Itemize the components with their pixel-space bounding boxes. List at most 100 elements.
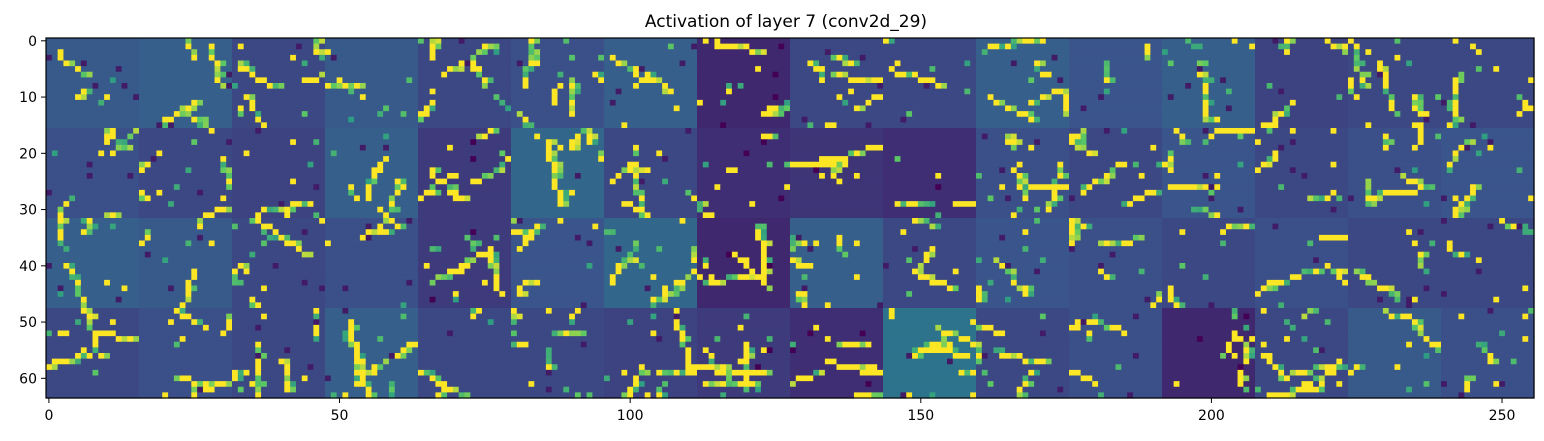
- heatmap-cell: [714, 274, 727, 281]
- heatmap-cell: [604, 369, 623, 377]
- heatmap-cell: [1074, 223, 1082, 230]
- heatmap-cell: [976, 279, 989, 287]
- heatmap-cell: [51, 364, 59, 371]
- heatmap-cell: [1307, 173, 1349, 180]
- heatmap-cell: [499, 94, 512, 101]
- heatmap-cell: [697, 54, 791, 62]
- heatmap-cell: [98, 313, 140, 320]
- heatmap-cell: [1179, 302, 1186, 309]
- heatmap-cell: [1452, 111, 1460, 118]
- heatmap-cell: [1446, 246, 1454, 253]
- heatmap-cell: [92, 71, 140, 78]
- heatmap-cell: [505, 167, 512, 174]
- heatmap-cell: [470, 392, 576, 399]
- heatmap-cell: [976, 105, 1006, 112]
- heatmap-cell: [1388, 308, 1442, 315]
- x-tick-label: 250: [1489, 408, 1516, 424]
- heatmap-cell: [1446, 167, 1454, 174]
- heatmap-cell: [1005, 184, 1018, 191]
- heatmap-cell: [261, 341, 326, 348]
- heatmap-cell: [1348, 268, 1355, 275]
- heatmap-cell: [598, 133, 605, 140]
- heatmap-cell: [278, 206, 285, 213]
- heatmap-cell: [470, 234, 495, 242]
- heatmap-cell: [1441, 324, 1535, 332]
- heatmap-cell: [1202, 60, 1210, 67]
- heatmap-cell: [1330, 268, 1337, 275]
- heatmap-cell: [435, 105, 506, 112]
- heatmap-cell: [1220, 173, 1256, 180]
- heatmap-cell: [133, 94, 140, 101]
- heatmap-cell: [976, 330, 995, 337]
- heatmap-cell: [621, 369, 628, 377]
- heatmap-cell: [1092, 150, 1099, 157]
- heatmap-cell: [1022, 353, 1070, 360]
- heatmap-cell: [1289, 139, 1297, 146]
- heatmap-cell: [139, 274, 192, 281]
- heatmap-cell: [830, 49, 977, 56]
- heatmap-cell: [92, 347, 99, 354]
- heatmap-cell: [418, 375, 431, 382]
- heatmap-cell: [313, 161, 326, 168]
- heatmap-cell: [1284, 369, 1291, 377]
- heatmap-cell: [139, 324, 204, 332]
- heatmap-cell: [1423, 128, 1442, 135]
- heatmap-cell: [1185, 302, 1210, 309]
- heatmap-cell: [1255, 285, 1262, 292]
- heatmap-cell: [1348, 144, 1384, 152]
- heatmap-cell: [569, 330, 576, 337]
- heatmap-cell: [1255, 381, 1303, 388]
- heatmap-cell: [1423, 353, 1430, 360]
- heatmap-cell: [1214, 195, 1256, 202]
- heatmap-cell: [1255, 71, 1349, 78]
- heatmap-cell: [1522, 285, 1529, 292]
- heatmap-cell: [1039, 313, 1047, 320]
- heatmap-cell: [819, 60, 843, 67]
- heatmap-cell: [842, 99, 849, 107]
- heatmap-cell: [98, 341, 140, 348]
- heatmap-cell: [173, 285, 187, 292]
- heatmap-cell: [1045, 94, 1053, 101]
- heatmap-cell: [336, 392, 344, 399]
- heatmap-cell: [63, 212, 105, 219]
- heatmap-cell: [1342, 268, 1349, 275]
- heatmap-cell: [790, 285, 803, 292]
- heatmap-cell: [226, 319, 233, 326]
- heatmap-cell: [476, 133, 483, 140]
- heatmap-cell: [720, 38, 791, 45]
- heatmap-cell: [1301, 274, 1337, 281]
- heatmap-cell: [720, 184, 785, 191]
- heatmap-cell: [1103, 319, 1163, 326]
- heatmap-cell: [57, 291, 65, 298]
- heatmap-cell: [987, 369, 1029, 377]
- heatmap-cell: [1406, 386, 1413, 393]
- heatmap-cell: [749, 313, 791, 320]
- heatmap-cell: [604, 319, 628, 326]
- heatmap-cell: [615, 173, 623, 180]
- heatmap-cell: [139, 285, 169, 292]
- heatmap-cell: [92, 336, 99, 343]
- heatmap-cell: [139, 369, 233, 377]
- heatmap-cell: [325, 375, 332, 382]
- heatmap-cell: [388, 212, 419, 219]
- heatmap-cell: [1423, 319, 1442, 326]
- heatmap-cell: [627, 319, 634, 326]
- heatmap-cell: [836, 364, 861, 371]
- heatmap-cell: [1220, 116, 1256, 123]
- heatmap-cell: [249, 268, 326, 275]
- heatmap-cell: [139, 386, 192, 393]
- heatmap-cell: [766, 251, 791, 258]
- heatmap-cell: [813, 60, 820, 67]
- heatmap-cell: [574, 189, 605, 197]
- heatmap-cell: [109, 279, 140, 287]
- heatmap-cell: [1272, 156, 1279, 163]
- heatmap-cell: [365, 229, 373, 236]
- heatmap-cell: [1208, 206, 1239, 213]
- heatmap-cell: [46, 392, 140, 399]
- heatmap-cell: [162, 189, 198, 197]
- heatmap-cell: [1446, 105, 1454, 112]
- heatmap-cell: [295, 381, 326, 388]
- heatmap-cell: [650, 330, 657, 337]
- heatmap-cell: [883, 324, 936, 332]
- heatmap-cell: [354, 358, 367, 365]
